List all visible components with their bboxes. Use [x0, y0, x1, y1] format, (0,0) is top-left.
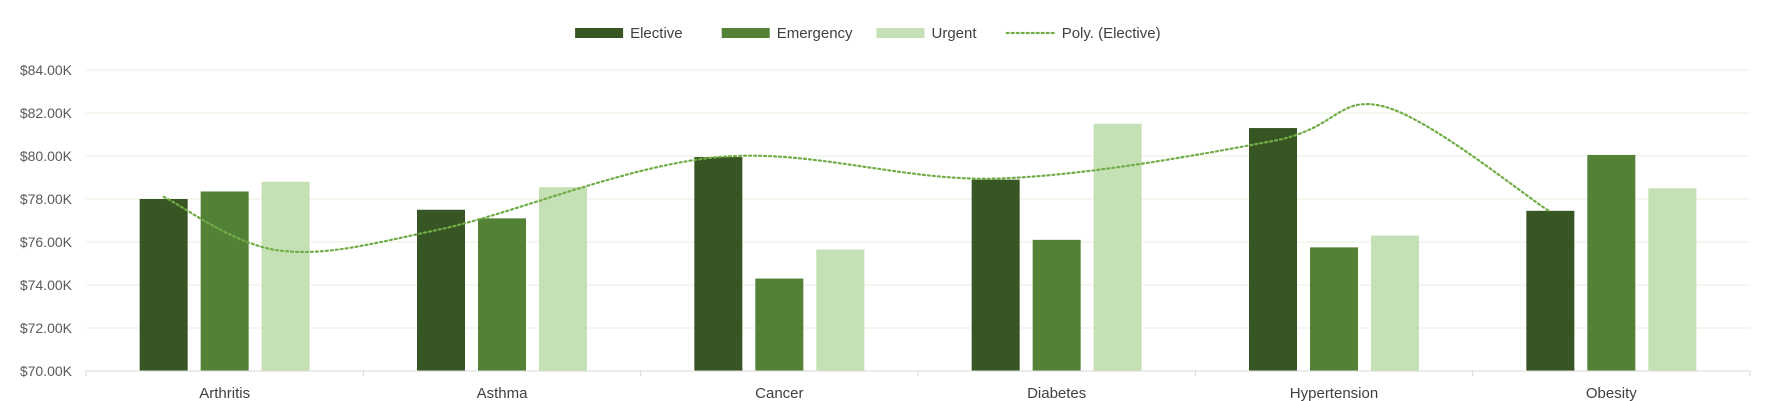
- y-tick-label: $78.00K: [20, 191, 73, 207]
- x-axis: Arthritis Asthma Cancer Diabetes Hypertensio…: [85, 370, 1751, 401]
- bars: [139, 123, 1697, 371]
- bar-urgent-cancer: [816, 249, 865, 371]
- y-tick-label: $84.00K: [20, 62, 73, 78]
- x-tick-label: Hypertension: [1290, 385, 1378, 401]
- y-tick-label: $70.00K: [20, 363, 73, 379]
- trendline: [162, 103, 1552, 254]
- legend-swatch: [721, 28, 770, 38]
- x-tick-label: Arthritis: [199, 385, 250, 401]
- bar-elective-diabetes: [971, 179, 1020, 371]
- bar-emergency-diabetes: [1032, 239, 1081, 371]
- bar-emergency-hypertension: [1310, 247, 1358, 371]
- bar-emergency-cancer: [755, 278, 804, 371]
- legend-label: Elective: [630, 25, 683, 42]
- bar-urgent-arthritis: [261, 181, 310, 371]
- y-tick-label: $82.00K: [20, 105, 73, 121]
- bar-elective-arthritis: [139, 199, 188, 371]
- bar-elective-hypertension: [1249, 128, 1297, 371]
- bar-elective-asthma: [417, 209, 465, 371]
- y-tick-label: $80.00K: [20, 148, 73, 164]
- legend-item-poly-elective: Poly. (Elective): [1005, 25, 1161, 42]
- x-tick-label: Asthma: [477, 385, 529, 401]
- bar-emergency-asthma: [478, 218, 526, 371]
- legend: Elective Emergency Urgent Poly. (Elective): [575, 25, 1161, 42]
- x-tick-label: Obesity: [1586, 385, 1637, 401]
- bar-urgent-asthma: [539, 187, 587, 371]
- legend-item-elective: Elective: [575, 25, 683, 42]
- y-tick-label: $72.00K: [20, 320, 73, 336]
- bar-emergency-arthritis: [200, 191, 249, 371]
- trendline-poly-elective: [162, 103, 1552, 254]
- y-tick-label: $76.00K: [20, 234, 73, 250]
- bar-urgent-obesity: [1648, 188, 1697, 371]
- legend-swatch: [876, 28, 925, 38]
- legend-item-urgent: Urgent: [876, 25, 978, 42]
- bar-urgent-diabetes: [1093, 123, 1142, 371]
- bar-elective-cancer: [694, 157, 743, 371]
- bar-urgent-hypertension: [1371, 235, 1419, 371]
- y-tick-label: $74.00K: [20, 277, 73, 293]
- bar-elective-obesity: [1526, 210, 1575, 371]
- legend-item-emergency: Emergency: [721, 25, 853, 42]
- bar-emergency-obesity: [1587, 154, 1636, 371]
- legend-label: Urgent: [932, 25, 978, 42]
- gridlines: [86, 69, 1750, 329]
- legend-swatch: [575, 28, 624, 38]
- legend-label: Emergency: [777, 25, 853, 42]
- x-tick-label: Cancer: [755, 385, 803, 401]
- y-axis-tick-labels: $70.00K $72.00K $74.00K $76.00K $78.00K $80.0…: [20, 62, 73, 379]
- legend-label: Poly. (Elective): [1062, 25, 1161, 42]
- x-tick-label: Diabetes: [1027, 385, 1086, 401]
